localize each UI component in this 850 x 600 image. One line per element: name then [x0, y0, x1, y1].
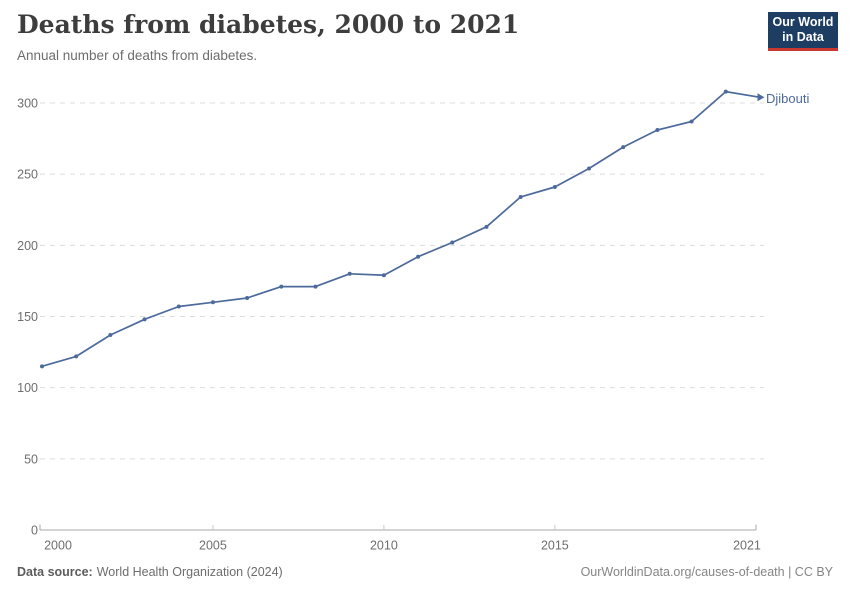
chart-subtitle: Annual number of deaths from diabetes.: [17, 48, 258, 63]
y-axis-label-0: 0: [31, 524, 38, 538]
data-point-2017[interactable]: [621, 145, 626, 150]
series-line-djibouti[interactable]: [41, 90, 761, 368]
chart-footer: Data source: World Health Organization (2…: [17, 565, 833, 579]
data-point-2019[interactable]: [689, 119, 694, 124]
data-point-2018[interactable]: [655, 128, 660, 133]
data-point-2010[interactable]: [381, 273, 386, 278]
owid-logo-line2: in Data: [782, 30, 824, 44]
y-axis-label-250: 250: [17, 168, 38, 182]
data-point-2008[interactable]: [313, 284, 318, 289]
data-point-2013[interactable]: [484, 224, 489, 229]
data-point-2005[interactable]: [210, 300, 215, 305]
chart-header: Deaths from diabetes, 2000 to 2021 Annua…: [17, 10, 757, 65]
data-point-2002[interactable]: [108, 333, 113, 338]
data-source-label: Data source:: [17, 565, 93, 579]
y-axis-label-300: 300: [17, 97, 38, 111]
data-point-2011[interactable]: [416, 254, 421, 259]
data-point-2003[interactable]: [142, 317, 147, 322]
data-point-2016[interactable]: [587, 166, 592, 171]
data-point-2014[interactable]: [518, 194, 523, 199]
x-axis-label-2005: 2005: [199, 539, 227, 553]
data-point-2015[interactable]: [552, 184, 557, 189]
y-axis-label-150: 150: [17, 310, 38, 324]
chart-title: Deaths from diabetes, 2000 to 2021: [17, 10, 520, 39]
x-axis-label-2000: 2000: [44, 539, 72, 553]
data-point-2006[interactable]: [245, 295, 250, 300]
y-axis-label-50: 50: [24, 452, 38, 466]
y-axis-label-100: 100: [17, 381, 38, 395]
owid-logo[interactable]: Our World in Data: [768, 12, 838, 51]
y-axis-label-200: 200: [17, 239, 38, 253]
data-source: Data source: World Health Organization (2…: [17, 565, 283, 579]
entity-label-djibouti[interactable]: Djibouti: [766, 91, 809, 106]
owid-logo-line1: Our World: [772, 15, 834, 29]
data-point-2001[interactable]: [74, 354, 79, 359]
data-point-2009[interactable]: [347, 271, 352, 276]
x-axis-label-2015: 2015: [541, 539, 569, 553]
x-axis-label-2021: 2021: [733, 539, 761, 553]
x-axis-label-2010: 2010: [370, 539, 398, 553]
data-point-2004[interactable]: [176, 304, 181, 309]
footer-citation-link[interactable]: OurWorldinData.org/causes-of-death | CC …: [580, 565, 833, 579]
data-point-2000[interactable]: [40, 364, 44, 369]
data-point-2012[interactable]: [450, 240, 455, 245]
series-end-arrow-marker[interactable]: [757, 93, 765, 102]
data-source-value: World Health Organization (2024): [96, 565, 283, 579]
data-point-2007[interactable]: [279, 284, 284, 289]
data-point-2020[interactable]: [723, 89, 728, 94]
